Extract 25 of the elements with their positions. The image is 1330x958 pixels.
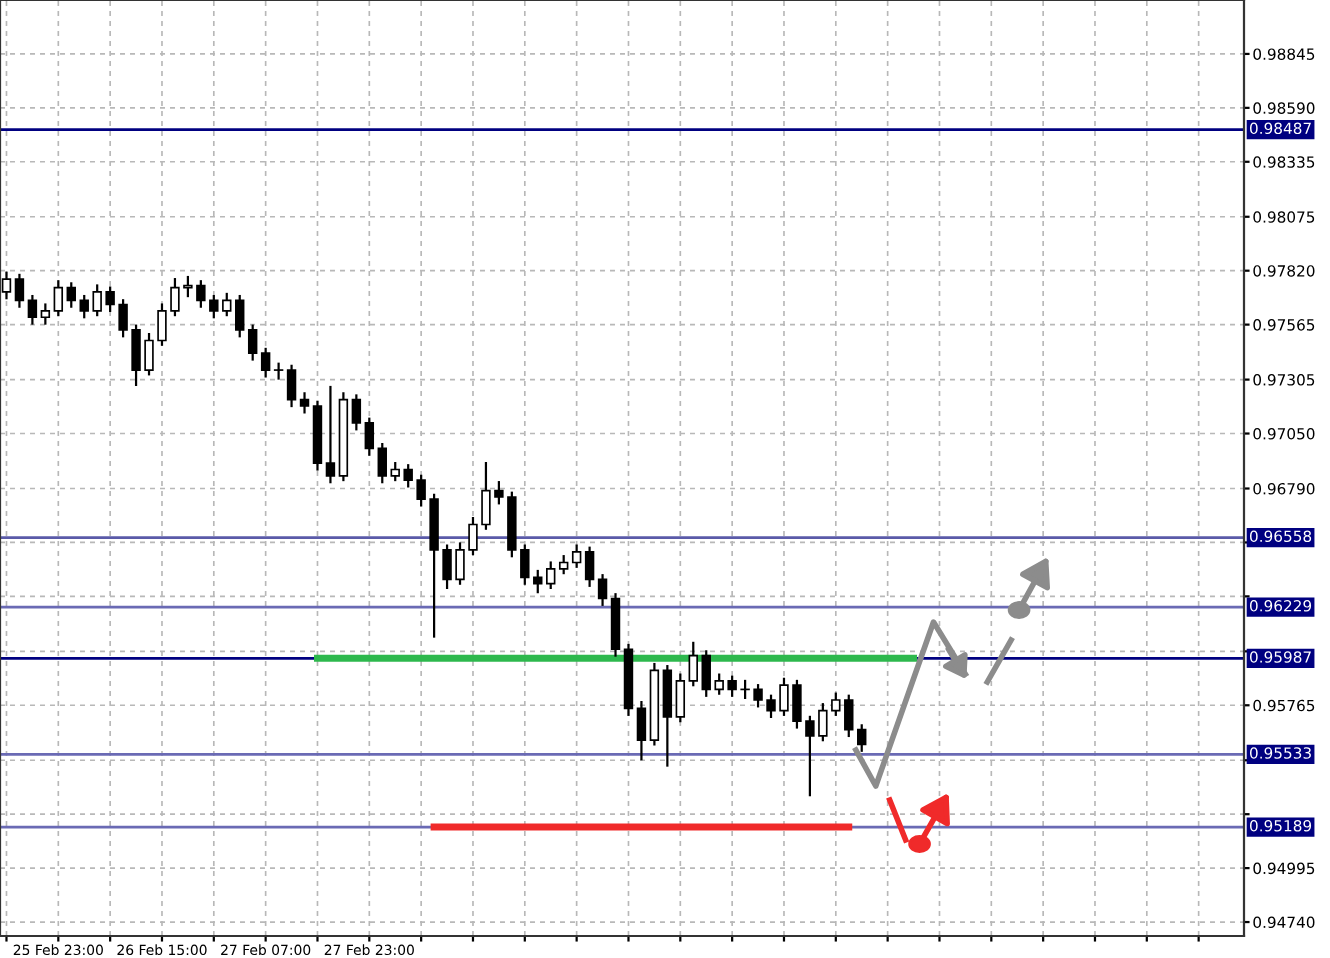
candlestick (1, 271, 12, 300)
candlestick (273, 362, 284, 380)
candlestick (377, 442, 387, 484)
candlestick (40, 303, 51, 325)
candlestick (66, 282, 76, 308)
candlestick (636, 701, 647, 761)
candlestick (571, 544, 582, 568)
candlestick (597, 574, 608, 606)
candlestick (260, 347, 271, 378)
candlestick (351, 394, 362, 431)
candlestick (546, 561, 556, 590)
candlestick (584, 546, 595, 587)
candlestick (325, 385, 336, 484)
candlestick (27, 294, 38, 325)
candlestick (662, 665, 673, 767)
candlestick (53, 280, 64, 317)
candlestick (364, 417, 375, 456)
candlestick (14, 273, 25, 308)
candlestick (857, 724, 867, 752)
candlestick (235, 294, 245, 338)
candlestick (299, 392, 310, 414)
candlestick (675, 673, 686, 723)
candlestick (688, 641, 698, 687)
candlestick (286, 364, 297, 408)
candlestick (247, 324, 258, 361)
